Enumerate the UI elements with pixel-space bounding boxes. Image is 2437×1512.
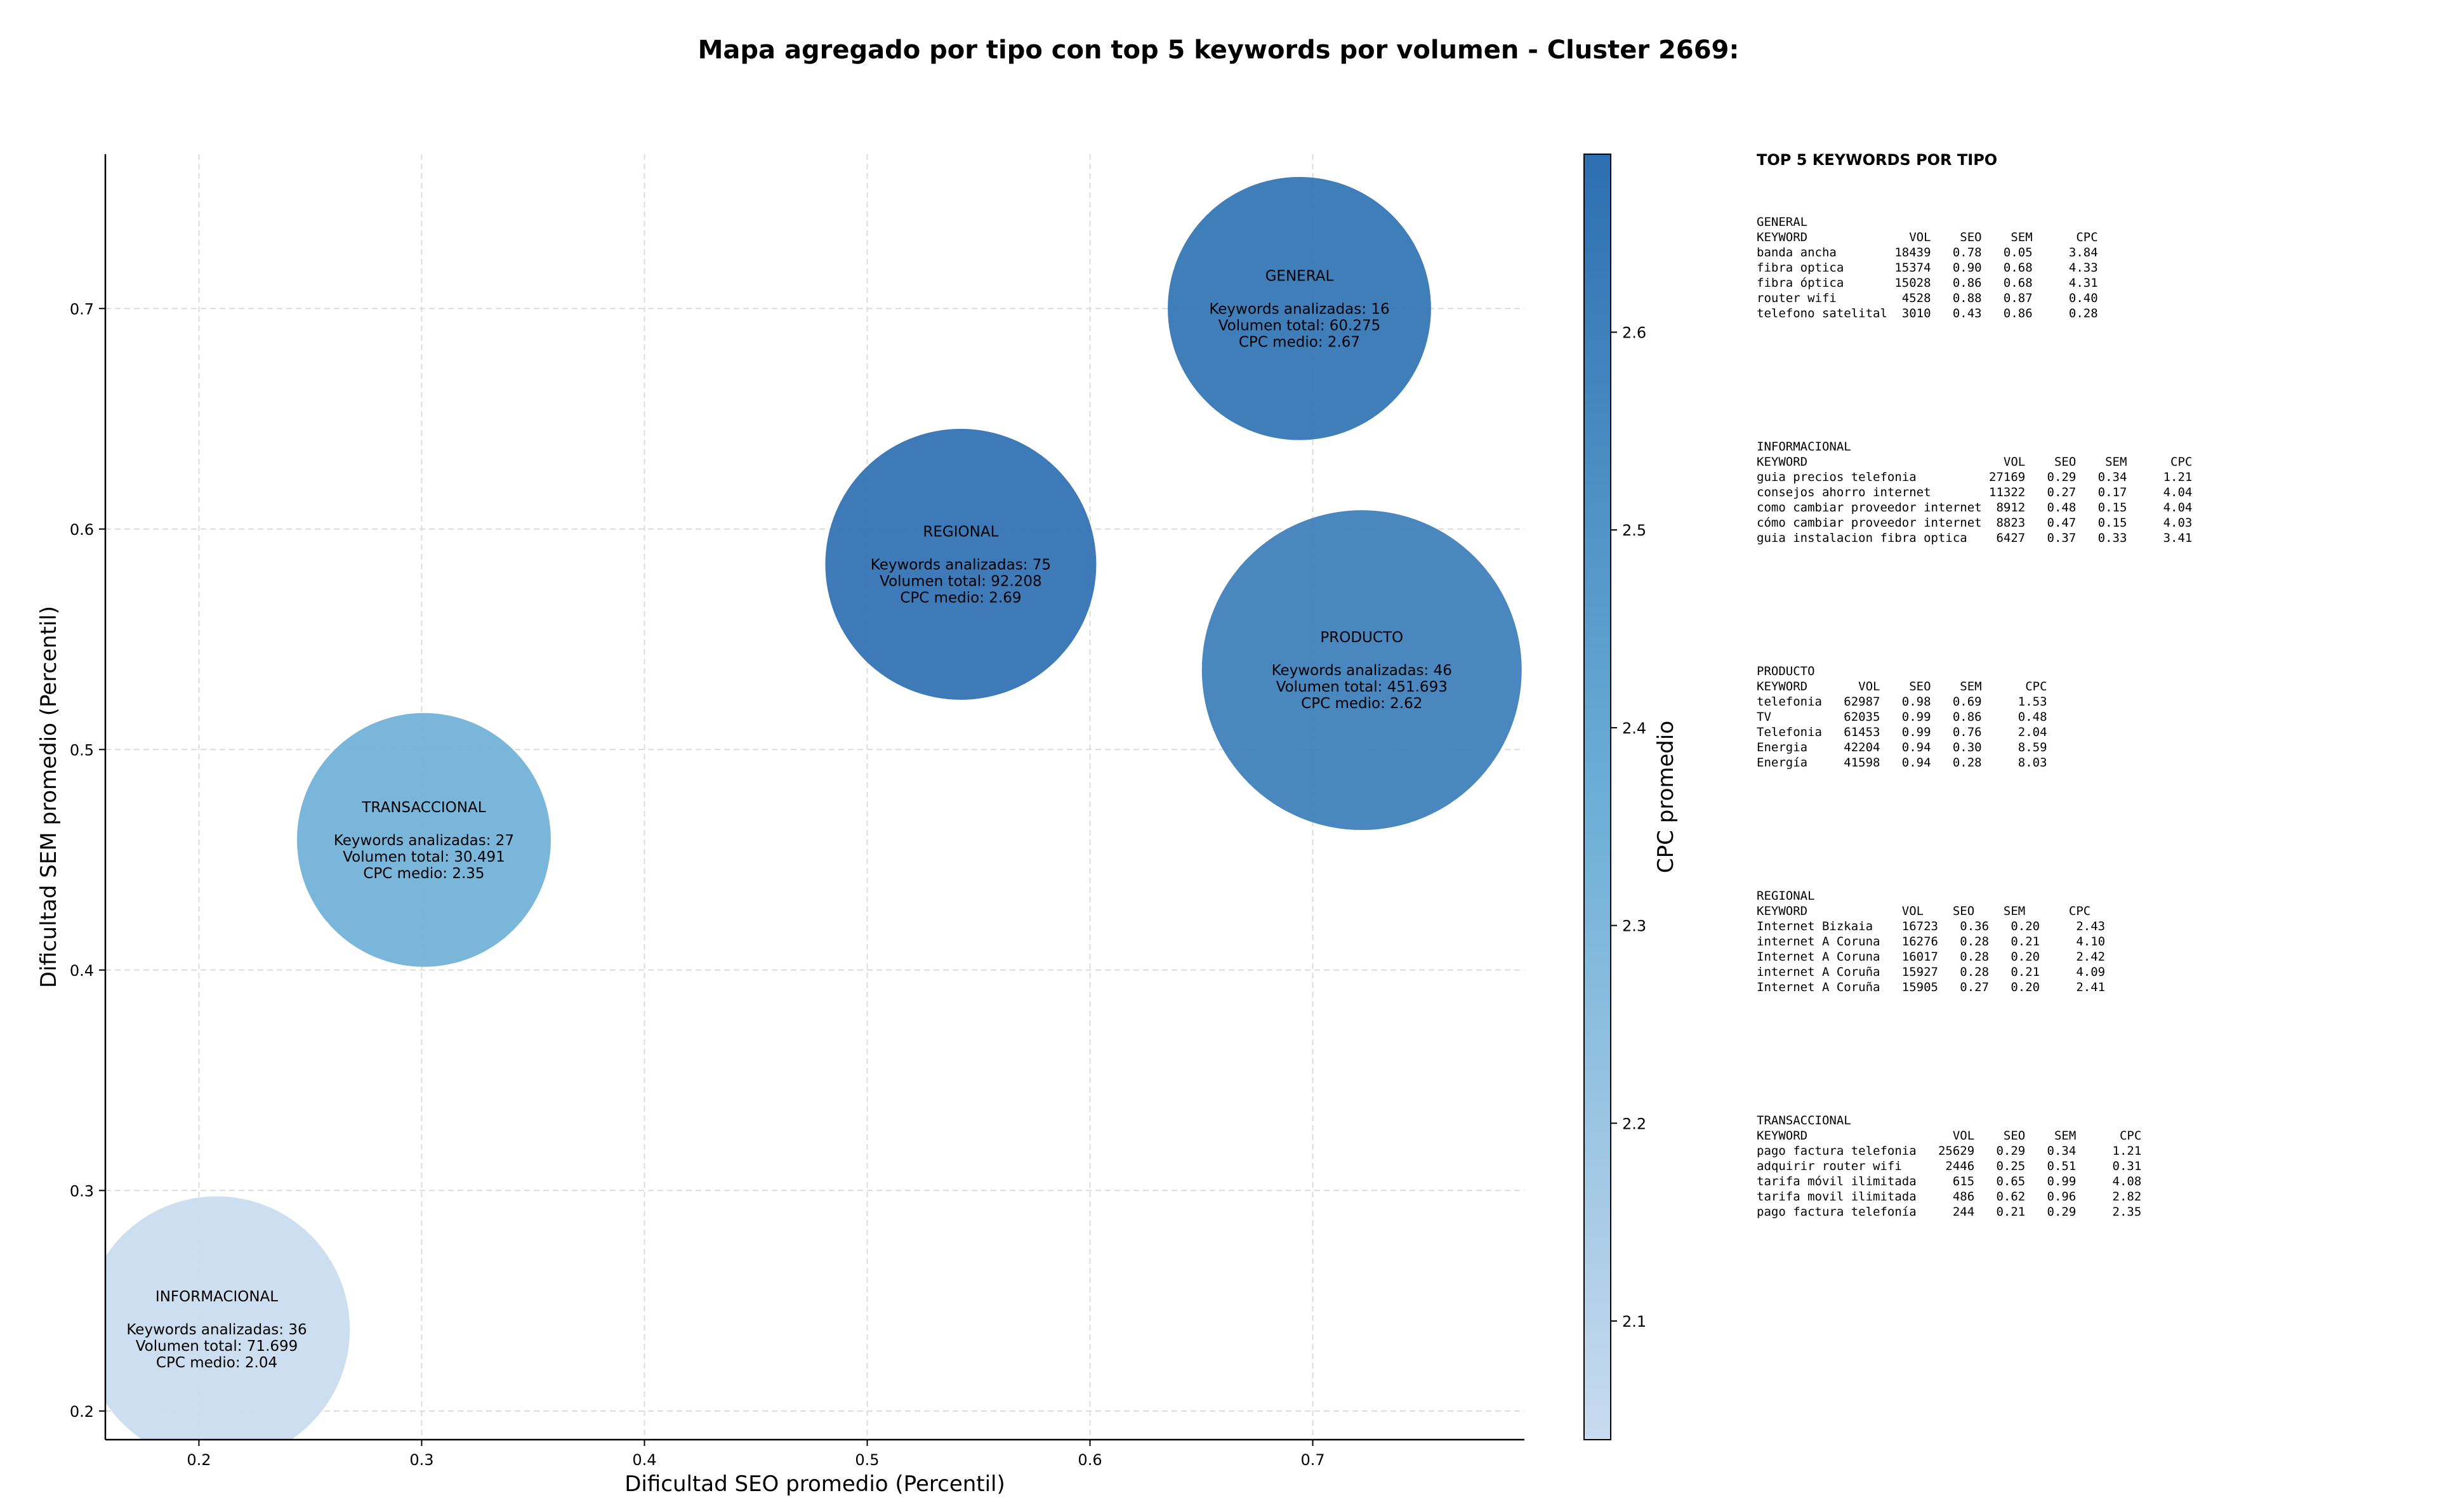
keyword-row: Internet A Coruña 15905 0.27 0.20 2.41	[1757, 980, 2429, 995]
keyword-block-title: INFORMACIONAL	[1757, 439, 2429, 454]
bubble-label: REGIONAL	[923, 523, 998, 540]
x-tick-label: 0.4	[632, 1451, 656, 1469]
bubble-label: Keywords analizadas: 75	[871, 556, 1051, 573]
colorbar-tick-label: 2.6	[1622, 324, 1646, 342]
colorbar-tick-label: 2.3	[1622, 917, 1646, 935]
bubble-label: Keywords analizadas: 46	[1272, 662, 1452, 679]
keyword-row: internet A Coruna 16276 0.28 0.21 4.10	[1757, 934, 2429, 949]
bubble-label: Volumen total: 71.699	[136, 1338, 298, 1355]
keyword-row: adquirir router wifi 2446 0.25 0.51 0.31	[1757, 1159, 2429, 1174]
keyword-block: REGIONAL KEYWORD VOL SEO SEM CPC Internet …	[1757, 888, 2429, 1113]
bubble-label: PRODUCTO	[1320, 629, 1403, 646]
keyword-row: Energia 42204 0.94 0.30 8.59	[1757, 740, 2429, 755]
colorbar-tick-label: 2.5	[1622, 522, 1646, 539]
x-tick-label: 0.6	[1078, 1451, 1102, 1469]
bubble-label: Volumen total: 30.491	[343, 849, 505, 865]
y-axis-label: Dificultad SEM promedio (Percentil)	[36, 606, 62, 988]
keyword-row: telefono satelital 3010 0.43 0.86 0.28	[1757, 306, 2429, 321]
keyword-block: TRANSACCIONAL KEYWORD VOL SEO SEM CPC pago…	[1757, 1113, 2429, 1338]
colorbar-gradient	[1584, 154, 1611, 1440]
x-tick-label: 0.3	[409, 1451, 433, 1469]
bubble-label: Volumen total: 92.208	[880, 573, 1042, 589]
keyword-row: pago factura telefonía 244 0.21 0.29 2.3…	[1757, 1204, 2429, 1219]
bubble-label: CPC medio: 2.69	[900, 589, 1021, 606]
x-tick-label: 0.5	[855, 1451, 879, 1469]
keyword-block: INFORMACIONAL KEYWORD VOL SEO SEM CPC guia…	[1757, 439, 2429, 664]
x-axis-label: Dificultad SEO promedio (Percentil)	[624, 1471, 1005, 1497]
keyword-table-header: KEYWORD VOL SEO SEM CPC	[1757, 904, 2429, 919]
bubble-label: GENERAL	[1265, 268, 1334, 284]
y-tick-label: 0.6	[70, 521, 94, 539]
y-tick-label: 0.5	[70, 741, 94, 759]
y-tick-label: 0.3	[70, 1182, 94, 1200]
bubble-label: INFORMACIONAL	[155, 1289, 278, 1305]
keyword-row: como cambiar proveedor internet 8912 0.4…	[1757, 500, 2429, 515]
keyword-row: guia precios telefonia 27169 0.29 0.34 1…	[1757, 470, 2429, 485]
bubble-label: Volumen total: 451.693	[1276, 679, 1448, 695]
keyword-row: Internet Bizkaia 16723 0.36 0.20 2.43	[1757, 919, 2429, 934]
keyword-row: Telefonia 61453 0.99 0.76 2.04	[1757, 725, 2429, 740]
keyword-row: internet A Coruña 15927 0.28 0.21 4.09	[1757, 964, 2429, 980]
keyword-block-title: TRANSACCIONAL	[1757, 1113, 2429, 1128]
bubble-label: Volumen total: 60.275	[1218, 317, 1381, 334]
colorbar-tick-label: 2.4	[1622, 720, 1646, 737]
colorbar-tick-label: 2.1	[1622, 1313, 1646, 1331]
colorbar: 2.1 2.2 2.3 2.4 2.5 2.6 CPC promedio	[1584, 154, 1679, 1440]
bubble-label: CPC medio: 2.62	[1301, 695, 1422, 712]
keyword-block-title: GENERAL	[1757, 214, 2429, 230]
bubble-label: Keywords analizadas: 27	[334, 832, 514, 849]
y-tick-label: 0.7	[70, 300, 94, 318]
keyword-row: consejos ahorro internet 11322 0.27 0.17…	[1757, 485, 2429, 500]
keyword-table-header: KEYWORD VOL SEO SEM CPC	[1757, 230, 2429, 245]
x-tick-label: 0.7	[1300, 1451, 1324, 1469]
bubble-label: Keywords analizadas: 16	[1209, 301, 1389, 317]
keyword-block-title: PRODUCTO	[1757, 664, 2429, 679]
keyword-row: fibra optica 15374 0.90 0.68 4.33	[1757, 260, 2429, 275]
bubble-label: TRANSACCIONAL	[361, 799, 485, 816]
bubble-label: CPC medio: 2.04	[156, 1355, 277, 1371]
panel-title: TOP 5 KEYWORDS POR TIPO	[1757, 151, 2429, 169]
keyword-row: fibra óptica 15028 0.86 0.68 4.31	[1757, 275, 2429, 291]
keyword-row: telefonia 62987 0.98 0.69 1.53	[1757, 694, 2429, 709]
keyword-row: cómo cambiar proveedor internet 8823 0.4…	[1757, 515, 2429, 530]
bubble-label: CPC medio: 2.35	[363, 865, 484, 882]
colorbar-tick-label: 2.2	[1622, 1115, 1646, 1133]
keyword-block-title: REGIONAL	[1757, 888, 2429, 904]
keyword-block: PRODUCTO KEYWORD VOL SEO SEM CPC telefonia…	[1757, 664, 2429, 888]
keyword-row: pago factura telefonia 25629 0.29 0.34 1…	[1757, 1143, 2429, 1159]
y-tick-label: 0.2	[70, 1403, 94, 1421]
x-tick-label: 0.2	[187, 1451, 211, 1469]
keyword-row: Internet A Coruna 16017 0.28 0.20 2.42	[1757, 949, 2429, 964]
colorbar-label: CPC promedio	[1653, 721, 1679, 873]
keyword-table-header: KEYWORD VOL SEO SEM CPC	[1757, 454, 2429, 470]
keyword-row: tarifa movil ilimitada 486 0.62 0.96 2.8…	[1757, 1189, 2429, 1204]
keyword-row: tarifa móvil ilimitada 615 0.65 0.99 4.0…	[1757, 1174, 2429, 1189]
keyword-row: Energía 41598 0.94 0.28 8.03	[1757, 755, 2429, 770]
keyword-table-header: KEYWORD VOL SEO SEM CPC	[1757, 679, 2429, 694]
keyword-row: guia instalacion fibra optica 6427 0.37 …	[1757, 530, 2429, 546]
keyword-table-header: KEYWORD VOL SEO SEM CPC	[1757, 1128, 2429, 1143]
keyword-row: router wifi 4528 0.88 0.87 0.40	[1757, 291, 2429, 306]
y-tick-label: 0.4	[70, 962, 94, 980]
keyword-row: banda ancha 18439 0.78 0.05 3.84	[1757, 245, 2429, 260]
bubble-label: Keywords analizadas: 36	[126, 1322, 307, 1338]
keyword-block: GENERAL KEYWORD VOL SEO SEM CPC banda anch…	[1757, 214, 2429, 439]
bubble-label: CPC medio: 2.67	[1239, 334, 1360, 350]
keyword-row: TV 62035 0.99 0.86 0.48	[1757, 709, 2429, 725]
keyword-panel: TOP 5 KEYWORDS POR TIPO GENERAL KEYWORD V…	[1757, 151, 2429, 1338]
